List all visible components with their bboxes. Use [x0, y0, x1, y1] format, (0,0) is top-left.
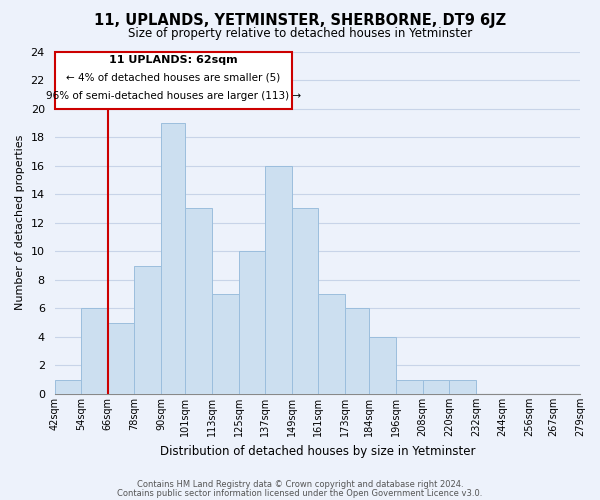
Bar [239, 252, 265, 394]
Text: Contains public sector information licensed under the Open Government Licence v3: Contains public sector information licen… [118, 489, 482, 498]
Text: Contains HM Land Registry data © Crown copyright and database right 2024.: Contains HM Land Registry data © Crown c… [137, 480, 463, 489]
Bar [292, 208, 319, 394]
Bar [212, 294, 239, 394]
Bar [265, 166, 292, 394]
Bar [81, 308, 108, 394]
Bar [370, 337, 396, 394]
Bar [449, 380, 476, 394]
Bar [134, 266, 161, 394]
FancyBboxPatch shape [55, 52, 292, 108]
Bar [108, 322, 134, 394]
Bar [55, 380, 81, 394]
Bar [161, 123, 185, 394]
Text: Size of property relative to detached houses in Yetminster: Size of property relative to detached ho… [128, 28, 472, 40]
Bar [396, 380, 422, 394]
Bar [345, 308, 370, 394]
X-axis label: Distribution of detached houses by size in Yetminster: Distribution of detached houses by size … [160, 444, 475, 458]
Bar [185, 208, 212, 394]
Bar [422, 380, 449, 394]
Text: 96% of semi-detached houses are larger (113) →: 96% of semi-detached houses are larger (… [46, 92, 301, 102]
Y-axis label: Number of detached properties: Number of detached properties [15, 135, 25, 310]
Text: 11 UPLANDS: 62sqm: 11 UPLANDS: 62sqm [109, 55, 238, 65]
Text: ← 4% of detached houses are smaller (5): ← 4% of detached houses are smaller (5) [66, 73, 280, 83]
Bar [319, 294, 345, 394]
Text: 11, UPLANDS, YETMINSTER, SHERBORNE, DT9 6JZ: 11, UPLANDS, YETMINSTER, SHERBORNE, DT9 … [94, 12, 506, 28]
